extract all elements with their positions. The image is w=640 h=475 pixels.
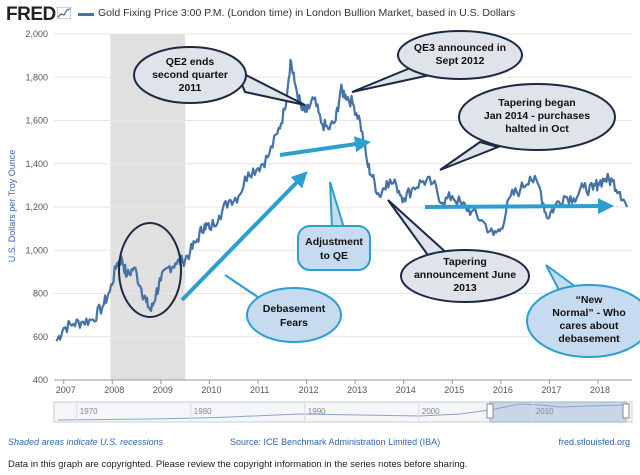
callout-new-normal: “New Normal” - Who cares about debasemen… [526,264,640,358]
y-tick-label: 1,200 [25,202,48,212]
callout-debasement-line2: Fears [280,317,308,329]
callout-new-normal-line3: cares about [560,320,619,332]
y-tick-label: 1,800 [25,72,48,82]
callout-tapering-announce-line1: Tapering [443,256,487,268]
arrow-adjustment [279,136,371,157]
annotation-arrows [180,136,614,302]
navigator-ticks: 1970 1980 1990 2000 2010 [76,402,554,422]
x-tick-label: 2018 [590,385,610,395]
copyright-notice: Data in this graph are copyrighted. Plea… [8,459,468,470]
x-axis: 2007 2008 2009 2010 2011 2012 2013 2014 2015 2016… [54,379,632,395]
navigator-tick-label: 1970 [80,407,98,416]
y-tick-label: 600 [33,332,48,342]
callout-adjustment-line2: to QE [320,250,348,262]
y-axis: 400 600 800 1,000 1,200 1,400 1,600 1,800 2,000 [25,29,48,385]
callout-qe3-line2: Sept 2012 [435,55,484,67]
y-axis-label: U.S. Dollars per Troy Ounce [7,150,17,263]
navigator-tick-label: 1980 [194,407,212,416]
x-tick-label: 2007 [56,385,76,395]
callout-qe3: QE3 announced in Sept 2012 [351,30,523,93]
callout-new-normal-line2: Normal” - Who [552,307,626,319]
chart-header: FRED Gold Fixing Price 3:00 P.M. (London… [0,0,640,30]
callout-tapering-began-line2: Jan 2014 - purchases [484,110,590,122]
callout-qe2-line3: 2011 [179,82,202,94]
callout-tapering-announce-line2: announcement June [414,269,516,281]
range-navigator[interactable]: 1970 1980 1990 2000 2010 [53,401,633,423]
y-tick-label: 1,400 [25,159,48,169]
fred-logo[interactable]: FRED [6,4,56,25]
series-legend-swatch [78,13,94,16]
callout-tapering-began: Tapering began Jan 2014 - purchases halt… [439,83,616,171]
crisis-highlight-ellipse [118,222,182,318]
callout-debasement: Debasement Fears [224,274,342,343]
x-tick-label: 2011 [250,385,269,395]
x-tick-label: 2009 [153,385,173,395]
callout-tapering-began-line3: halted in Oct [505,123,569,135]
callout-new-normal-line4: debasement [558,333,620,345]
callout-tapering-announce-line3: 2013 [453,282,477,294]
arrow-new-normal [424,198,614,215]
source-note[interactable]: Source: ICE Benchmark Administration Lim… [230,437,441,447]
callout-tapering-began-line1: Tapering began [498,97,575,109]
x-tick-label: 2008 [104,385,124,395]
series-title: Gold Fixing Price 3:00 P.M. (London time… [98,7,516,19]
callout-adjustment: Adjustment to QE [297,181,371,271]
navigator-tick-label: 2000 [422,407,440,416]
x-tick-label: 2010 [201,385,221,395]
callout-debasement-line1: Debasement [263,303,326,315]
navigator-selected-range[interactable] [489,401,627,423]
callout-qe2-line2: second quarter [152,69,228,81]
x-tick-label: 2017 [541,385,561,395]
navigator-tick-label: 2010 [536,407,554,416]
callout-new-normal-line1: “New [576,294,604,306]
callout-qe2-line1: QE2 ends [166,56,215,68]
y-tick-label: 800 [33,289,48,299]
callout-adjustment-line1: Adjustment [305,236,363,248]
y-tick-label: 2,000 [25,29,48,39]
navigator-series [57,403,627,421]
arrow-debasement [180,171,308,302]
navigator-handle-right[interactable] [622,403,630,419]
callout-qe3-line1: QE3 announced in [414,42,506,54]
series-line-gold-price[interactable] [55,58,629,342]
callout-tapering-announcement: Tapering announcement June 2013 [387,199,530,303]
y-tick-label: 1,600 [25,116,48,126]
navigator-tick-label: 1990 [308,407,326,416]
y-tick-label: 400 [33,375,48,385]
x-tick-label: 2013 [347,385,367,395]
chart-trend-icon [57,7,71,19]
fred-url-link[interactable]: fred.stlouisfed.org [558,437,630,447]
navigator-handle-left[interactable] [486,403,494,419]
x-tick-label: 2012 [299,385,319,395]
y-tick-label: 1,000 [25,245,48,255]
x-tick-label: 2015 [444,385,464,395]
x-tick-label: 2014 [396,385,416,395]
callout-qe2-ends: QE2 ends second quarter 2011 [133,46,306,106]
x-tick-label: 2016 [493,385,513,395]
recessions-note: Shaded areas indicate U.S. recessions [8,437,164,447]
